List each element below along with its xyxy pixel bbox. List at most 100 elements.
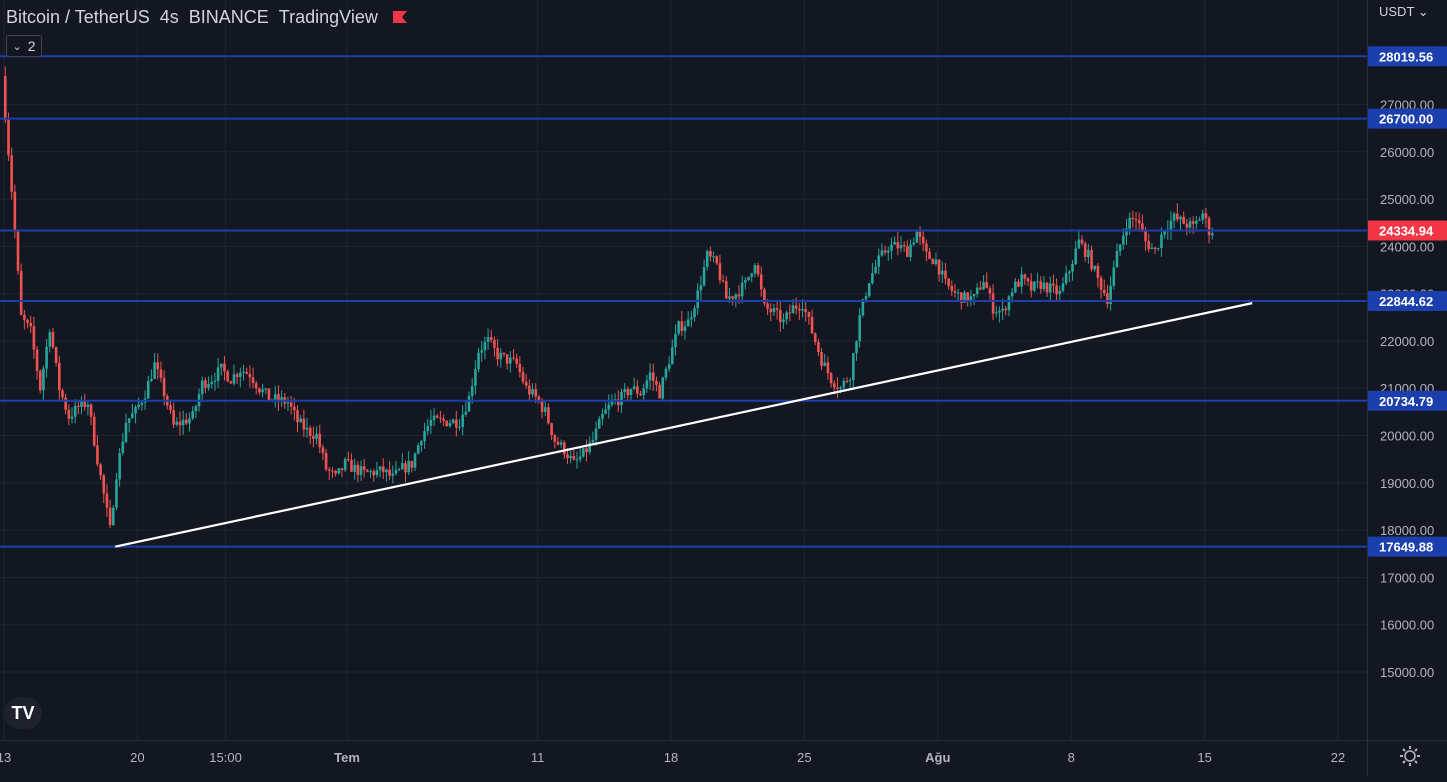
candle-body [832,383,836,388]
candle-body [4,76,7,121]
candle-body [245,371,248,374]
flag-icon[interactable] [392,10,408,24]
candle-body [86,404,90,408]
candle-body [696,290,700,309]
candle-body [1064,273,1068,284]
candle-body [153,362,156,379]
candle-body [1195,220,1198,224]
symbol-name[interactable]: Bitcoin / TetherUS [6,6,150,27]
candle-body [852,353,855,381]
currency-selector[interactable]: USDT ⌄ [1379,4,1429,20]
price-tick-label: 16000.00 [1380,618,1434,633]
candle-body [299,418,302,423]
candle-body [690,317,693,320]
candle-body [623,389,626,392]
candle-body [718,263,722,281]
candle-body [1115,251,1119,268]
candle-body [982,282,985,290]
candle-body [1144,231,1147,242]
candle-body [57,362,61,391]
candle-body [871,273,874,284]
time-tick-label: 18 [664,750,678,765]
candle-body [486,337,490,342]
candle-body [99,464,102,476]
candle-body [16,231,20,271]
candle-body [1134,219,1138,221]
gear-icon[interactable] [1398,744,1422,768]
candles-group [4,66,1214,528]
indicators-collapse-button[interactable]: ⌄ 2 [6,35,42,57]
candle-body [1204,213,1208,219]
candle-body [712,256,715,258]
candle-body [1071,264,1074,272]
candle-body [1182,216,1185,224]
interval-label[interactable]: 4s [159,6,179,27]
candle-body [115,479,118,508]
candle-body [375,470,379,476]
candle-body [540,401,544,412]
candle-body [273,394,277,400]
candle-body [702,266,706,286]
candle-body [1198,219,1201,221]
candle-body [1077,239,1081,249]
level-price-label-bg [1368,108,1447,129]
candle-body [188,418,191,424]
candle-body [877,255,881,267]
candle-body [464,411,468,415]
candle-body [617,399,620,406]
candle-body [639,393,642,396]
candle-body [537,396,541,402]
candle-body [286,402,290,404]
candle-body [766,303,769,309]
candle-body [1052,283,1055,286]
candle-body [740,282,744,297]
candle-body [407,460,410,473]
candle-body [140,402,144,405]
candle-body [902,245,906,247]
price-tick-label: 15000.00 [1380,665,1434,680]
candle-body [1020,274,1023,287]
candle-body [442,418,445,421]
candle-body [10,155,13,192]
candle-body [496,347,499,360]
candle-body [648,372,652,381]
candle-body [801,309,804,311]
time-tick-label: 20 [130,750,144,765]
candle-body [467,395,471,412]
candle-body [655,380,658,385]
candle-body [13,191,17,232]
candle-body [515,358,518,364]
time-tick-label: 11 [531,750,545,765]
time-tick-label: 25 [797,750,811,765]
candle-body [931,258,935,265]
candle-body [953,290,957,293]
candle-body [582,448,585,457]
candle-body [1153,247,1157,250]
candle-body [1160,234,1163,249]
candle-body [131,413,134,419]
candle-body [940,270,944,275]
candle-body [1036,281,1039,283]
candle-body [493,339,496,348]
candle-body [578,456,582,460]
candle-body [127,418,131,423]
candle-body [775,308,779,310]
candle-body [381,466,385,473]
candle-body [1061,283,1065,291]
candle-body [340,468,344,470]
candle-body [893,242,896,245]
candle-body [855,341,858,354]
price-tick-label: 26000.00 [1380,145,1434,160]
candle-body [105,493,109,508]
candle-body [1172,213,1176,221]
candle-body [489,337,493,340]
candle-body [61,390,64,398]
candle-body [111,507,115,526]
candle-body [820,352,823,366]
trend-line[interactable] [114,302,1253,548]
candle-body [7,120,10,156]
candle-body [556,441,560,445]
tradingview-logo-icon[interactable]: TV [4,697,42,729]
